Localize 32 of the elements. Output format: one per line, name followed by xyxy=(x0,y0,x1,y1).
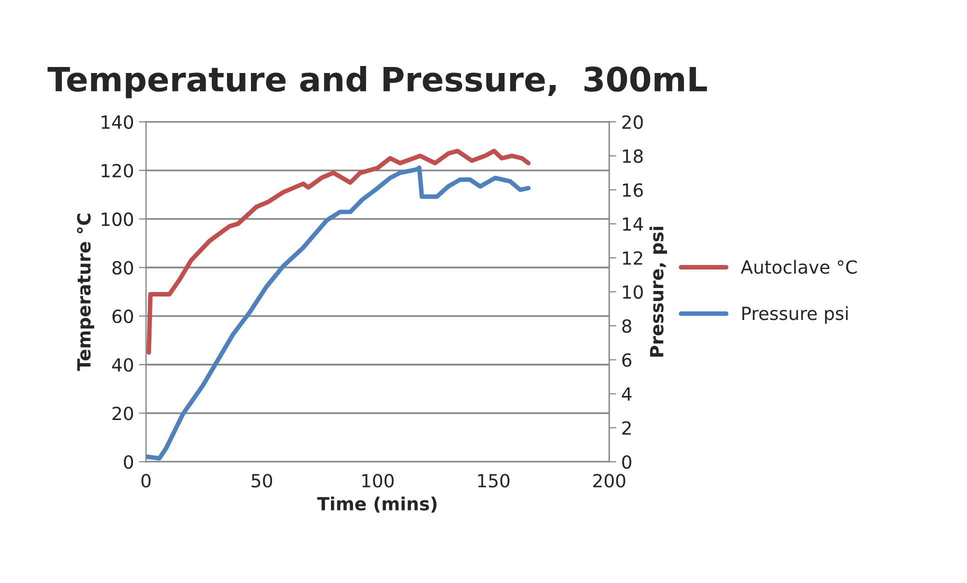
y-tick-label: 20 xyxy=(112,406,134,420)
y2-tick-label: 6 xyxy=(622,353,632,367)
y-tick-label: 100 xyxy=(102,212,134,226)
y2-tick-label: 20 xyxy=(622,115,643,129)
y2-tick-label: 18 xyxy=(623,149,643,163)
line-series xyxy=(146,166,531,461)
y2-tick-label: 14 xyxy=(623,218,643,231)
y-tick-label: 80 xyxy=(112,260,134,275)
x-tick-label: 150 xyxy=(478,474,510,488)
legend-label: Autoclave °C xyxy=(740,260,857,274)
y-tick-label: 120 xyxy=(102,164,134,178)
y-axis-title: Temperature °C xyxy=(76,214,94,371)
y-tick-label: 60 xyxy=(112,310,134,324)
y-tick-label: 40 xyxy=(112,358,134,372)
y2-tick-label: 12 xyxy=(623,251,642,265)
y2-tick-label: 8 xyxy=(622,319,632,333)
chart-title: Temperature and Pressure, 300mL xyxy=(48,66,707,98)
y2-tick-label: 16 xyxy=(623,183,643,197)
x-axis-title: Time (mins) xyxy=(317,496,437,513)
y2-tick-label: 4 xyxy=(622,387,632,401)
y2-tick-label: 10 xyxy=(623,285,643,299)
x-tick-label: 100 xyxy=(362,474,394,488)
x-tick-label: 200 xyxy=(593,474,626,488)
y2-tick-label: 2 xyxy=(622,421,631,435)
line-series xyxy=(146,148,531,355)
legend-label: Pressure psi xyxy=(742,306,848,324)
y-tick-label: 0 xyxy=(124,455,134,469)
y2-axis-title: Pressure, psi xyxy=(650,226,668,357)
x-tick-label: 0 xyxy=(141,474,151,488)
x-tick-label: 50 xyxy=(252,474,272,488)
y2-tick-label: 0 xyxy=(622,455,632,469)
y-tick-label: 140 xyxy=(102,115,134,129)
